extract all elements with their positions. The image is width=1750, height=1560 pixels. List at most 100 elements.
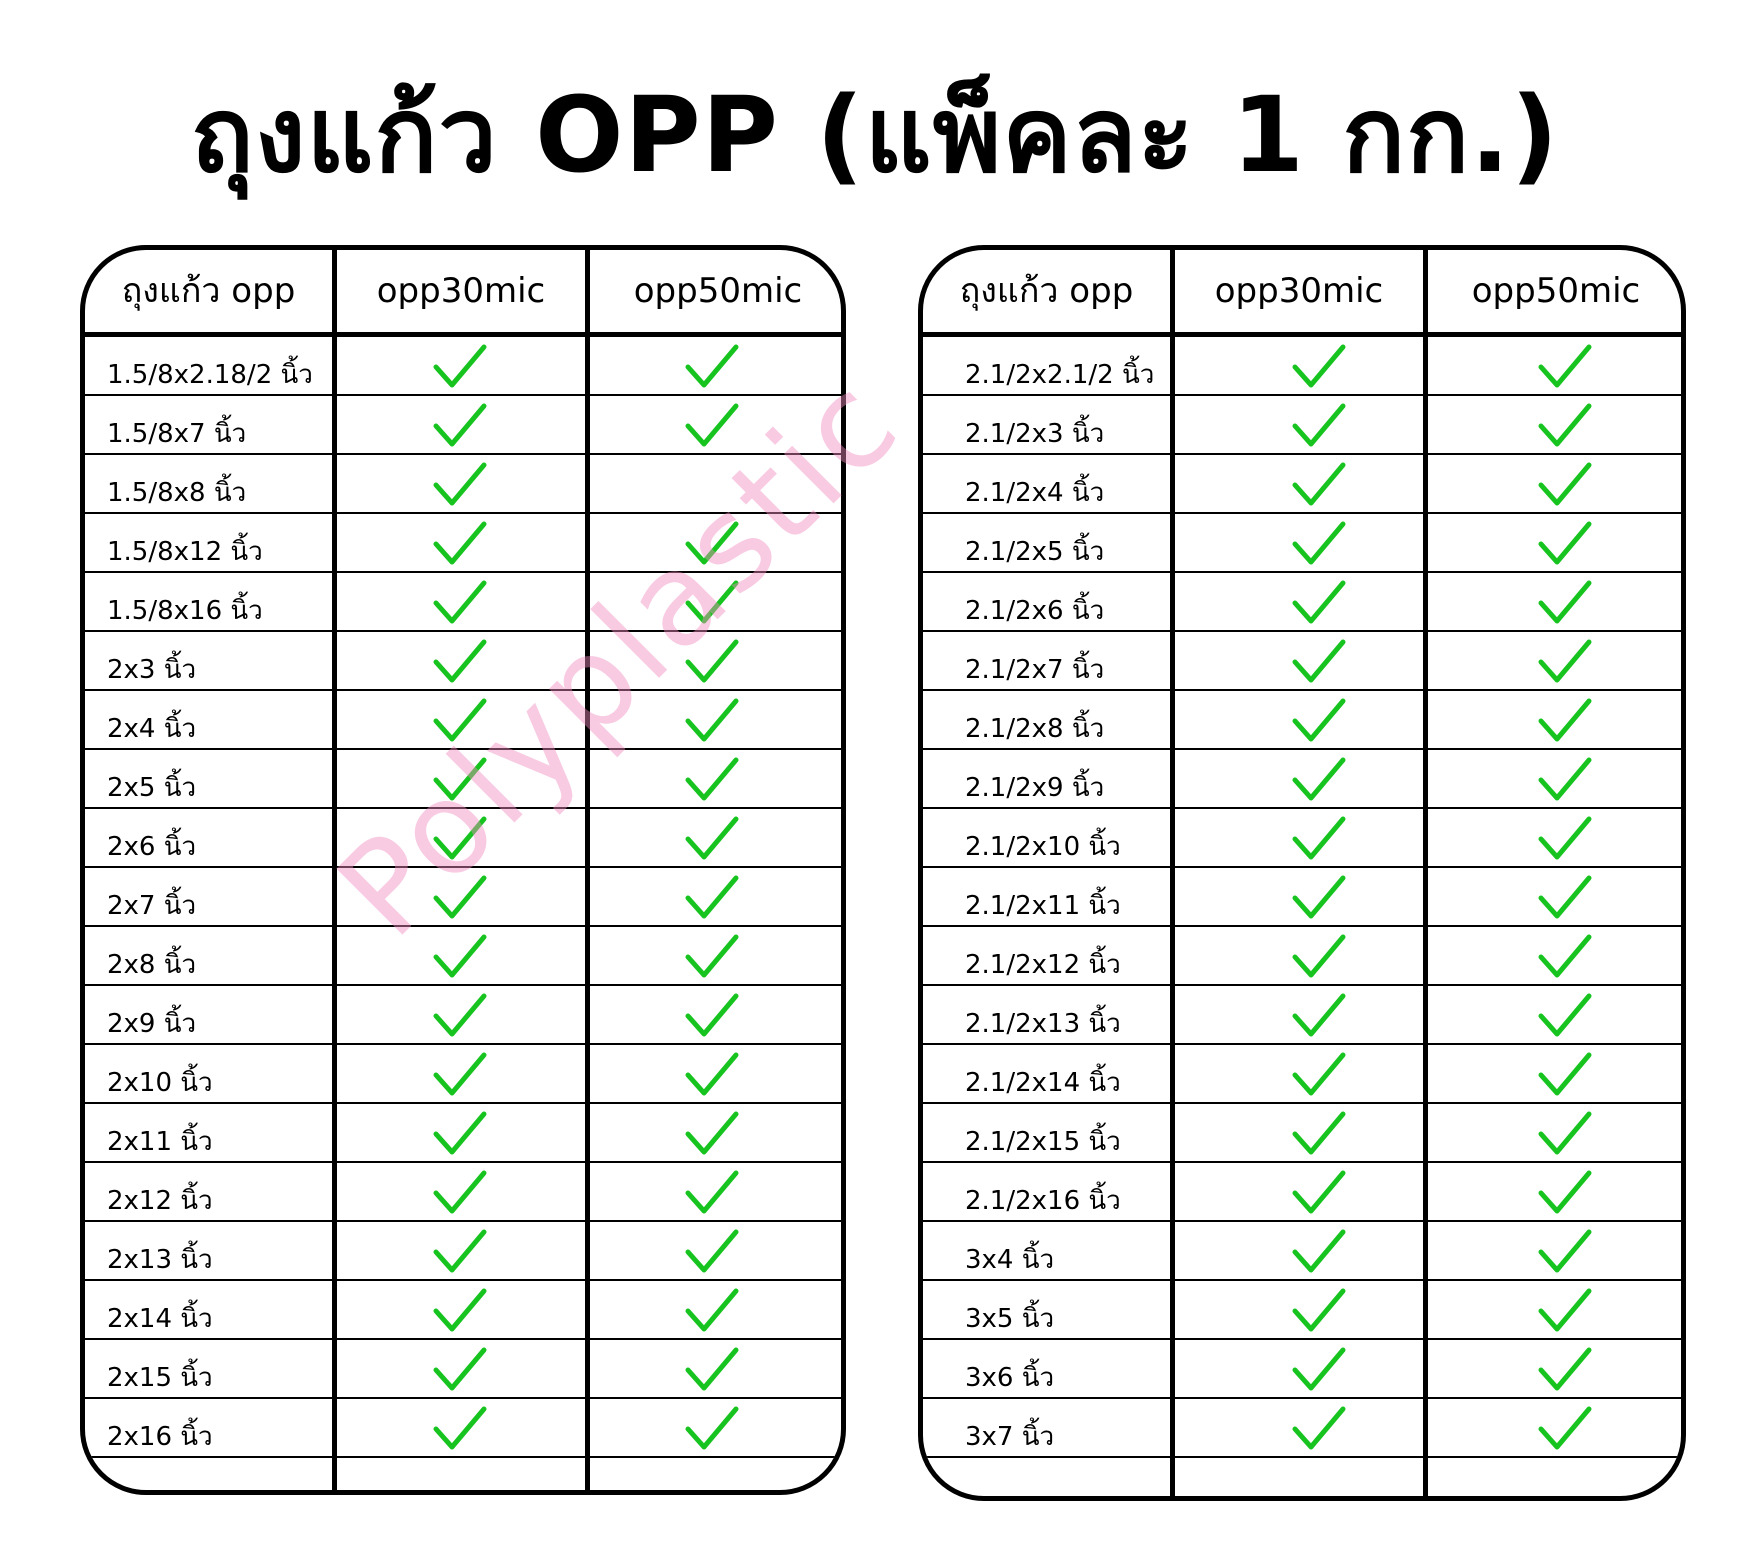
header-opp30mic: opp30mic xyxy=(1214,271,1384,311)
check-icon xyxy=(1289,931,1349,981)
table-row: 2.1/2x10 นิ้ว xyxy=(923,809,1681,868)
table-row: 2x14 นิ้ว xyxy=(85,1281,841,1340)
table-row: 3x6 นิ้ว xyxy=(923,1340,1681,1399)
check-icon xyxy=(1289,1403,1349,1453)
check-icon xyxy=(430,341,490,391)
table-row: 2x6 นิ้ว xyxy=(85,809,841,868)
size-label: 3x6 นิ้ว xyxy=(965,1363,1055,1393)
check-icon xyxy=(1535,1049,1595,1099)
check-icon xyxy=(682,990,742,1040)
check-icon xyxy=(682,341,742,391)
check-icon xyxy=(682,1285,742,1335)
size-label: 2x12 นิ้ว xyxy=(107,1186,213,1216)
check-icon xyxy=(1535,1108,1595,1158)
check-icon xyxy=(430,813,490,863)
table-header: ถุงแก้ว opp opp30mic opp50mic xyxy=(923,250,1681,337)
check-icon xyxy=(430,636,490,686)
check-icon xyxy=(1289,577,1349,627)
check-icon xyxy=(1289,518,1349,568)
check-icon xyxy=(1535,459,1595,509)
check-icon xyxy=(682,754,742,804)
table-row: 2.1/2x2.1/2 นิ้ว xyxy=(923,337,1681,396)
table-row: 2.1/2x15 นิ้ว xyxy=(923,1104,1681,1163)
size-table-right: ถุงแก้ว opp opp30mic opp50mic 2.1/2x2.1/… xyxy=(918,245,1686,1501)
size-label: 2x9 นิ้ว xyxy=(107,1009,197,1039)
check-icon xyxy=(1289,990,1349,1040)
check-icon xyxy=(1289,754,1349,804)
check-icon xyxy=(682,636,742,686)
size-label: 2.1/2x11 นิ้ว xyxy=(965,891,1121,921)
check-icon xyxy=(1289,1285,1349,1335)
size-label: 1.5/8x12 นิ้ว xyxy=(107,537,263,567)
table-row: 2.1/2x6 นิ้ว xyxy=(923,573,1681,632)
size-label: 2x10 นิ้ว xyxy=(107,1068,213,1098)
table-row: 2x3 นิ้ว xyxy=(85,632,841,691)
size-label: 2x8 นิ้ว xyxy=(107,950,197,980)
check-icon xyxy=(1535,1403,1595,1453)
check-icon xyxy=(430,1167,490,1217)
check-icon xyxy=(1535,1167,1595,1217)
header-size: ถุงแก้ว opp xyxy=(959,271,1134,311)
table-row: 2x15 นิ้ว xyxy=(85,1340,841,1399)
size-label: 3x7 นิ้ว xyxy=(965,1422,1055,1452)
check-icon xyxy=(1289,1049,1349,1099)
size-label: 3x4 นิ้ว xyxy=(965,1245,1055,1275)
size-label: 2x15 นิ้ว xyxy=(107,1363,213,1393)
size-label: 1.5/8x16 นิ้ว xyxy=(107,596,263,626)
check-icon xyxy=(430,577,490,627)
check-icon xyxy=(1535,695,1595,745)
table-body: 1.5/8x2.18/2 นิ้ว 1.5/8x7 นิ้ว 1.5/8x8 นิ้… xyxy=(85,337,841,1490)
size-label: 2x3 นิ้ว xyxy=(107,655,197,685)
table-row: 2x9 นิ้ว xyxy=(85,986,841,1045)
table-row: 2.1/2x8 นิ้ว xyxy=(923,691,1681,750)
header-opp30mic: opp30mic xyxy=(376,271,546,311)
check-icon xyxy=(430,1226,490,1276)
table-row: 2x12 นิ้ว xyxy=(85,1163,841,1222)
size-label: 2x11 นิ้ว xyxy=(107,1127,213,1157)
check-icon xyxy=(1535,577,1595,627)
table-row: 2.1/2x3 นิ้ว xyxy=(923,396,1681,455)
table-row: 2.1/2x7 นิ้ว xyxy=(923,632,1681,691)
size-label: 1.5/8x2.18/2 นิ้ว xyxy=(107,360,313,390)
table-row: 2x4 นิ้ว xyxy=(85,691,841,750)
check-icon xyxy=(430,990,490,1040)
check-icon xyxy=(430,459,490,509)
check-icon xyxy=(430,872,490,922)
check-icon xyxy=(1535,636,1595,686)
size-label: 2x6 นิ้ว xyxy=(107,832,197,862)
check-icon xyxy=(1289,1344,1349,1394)
column-divider xyxy=(585,250,590,1490)
size-label: 1.5/8x7 นิ้ว xyxy=(107,419,247,449)
size-label: 2x5 นิ้ว xyxy=(107,773,197,803)
size-label: 2.1/2x6 นิ้ว xyxy=(965,596,1105,626)
check-icon xyxy=(430,1344,490,1394)
table-row: 1.5/8x8 นิ้ว xyxy=(85,455,841,514)
table-row xyxy=(923,1458,1681,1496)
check-icon xyxy=(682,400,742,450)
table-row: 2x5 นิ้ว xyxy=(85,750,841,809)
table-header: ถุงแก้ว opp opp30mic opp50mic xyxy=(85,250,841,337)
check-icon xyxy=(1535,341,1595,391)
table-row: 2x7 นิ้ว xyxy=(85,868,841,927)
size-label: 3x5 นิ้ว xyxy=(965,1304,1055,1334)
check-icon xyxy=(430,518,490,568)
table-row xyxy=(85,1458,841,1490)
size-table-left: ถุงแก้ว opp opp30mic opp50mic 1.5/8x2.18… xyxy=(80,245,846,1495)
check-icon xyxy=(682,1049,742,1099)
check-icon xyxy=(682,1403,742,1453)
check-icon xyxy=(1289,1167,1349,1217)
table-row: 2.1/2x9 นิ้ว xyxy=(923,750,1681,809)
check-icon xyxy=(682,518,742,568)
table-row: 1.5/8x7 นิ้ว xyxy=(85,396,841,455)
table-row: 3x5 นิ้ว xyxy=(923,1281,1681,1340)
size-label: 2.1/2x12 นิ้ว xyxy=(965,950,1121,980)
size-label: 2x14 นิ้ว xyxy=(107,1304,213,1334)
size-label: 2.1/2x8 นิ้ว xyxy=(965,714,1105,744)
size-label: 2.1/2x10 นิ้ว xyxy=(965,832,1121,862)
table-row: 3x4 นิ้ว xyxy=(923,1222,1681,1281)
header-size: ถุงแก้ว opp xyxy=(121,271,296,311)
check-icon xyxy=(682,931,742,981)
size-label: 2x13 นิ้ว xyxy=(107,1245,213,1275)
size-label: 2.1/2x15 นิ้ว xyxy=(965,1127,1121,1157)
table-row: 2x11 นิ้ว xyxy=(85,1104,841,1163)
